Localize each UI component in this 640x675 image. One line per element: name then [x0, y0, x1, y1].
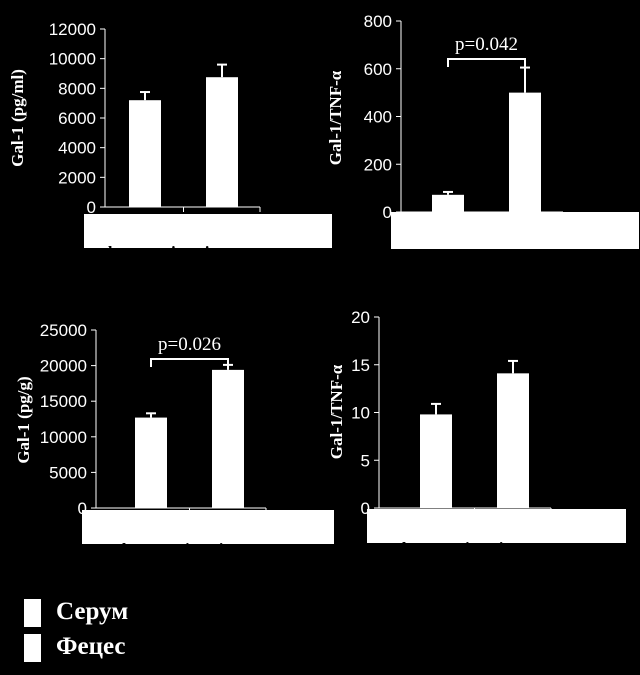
y-axis-title: Gal-1/TNF-α	[326, 70, 345, 165]
y-axis-title: Gal-1/TNF-α	[327, 364, 346, 459]
chart-1: 0 2000 4000 6000 8000 10000 12000 Gal-1 (pg/ml)…	[8, 20, 332, 262]
category-label-box	[82, 510, 334, 544]
x-axis-title: диференцијација	[86, 243, 218, 262]
y-tick-label: 6000	[58, 109, 96, 128]
category-label-box	[84, 214, 332, 248]
significance-bracket	[447, 58, 526, 67]
y-axis-title: Gal-1 (pg/g)	[14, 376, 33, 463]
x-axis-title: диференцијација	[395, 247, 527, 266]
y-tick-label: 0	[361, 499, 370, 518]
bar-serum	[135, 417, 167, 508]
legend-swatch-feces	[24, 634, 41, 662]
y-axis-title: Gal-1 (pg/ml)	[8, 69, 27, 167]
x-axis-title: диференцијација	[380, 539, 512, 558]
p-value-annotation: p=0.026	[158, 334, 221, 355]
y-tick-label: 20000	[40, 357, 87, 376]
chart-3: 0 5000 10000 15000 20000 25000 p=0.026 Gal-1 (p…	[14, 321, 334, 559]
significance-bracket	[150, 358, 229, 367]
y-tick-label: 15	[351, 356, 370, 375]
bar-feces	[206, 77, 238, 207]
p-value-annotation: p=0.042	[455, 34, 518, 55]
y-tick-label: 8000	[58, 79, 96, 98]
category-label-box	[367, 509, 626, 543]
category-label-box	[391, 212, 639, 249]
y-tick-label: 0	[383, 203, 392, 222]
bar-feces	[497, 373, 529, 508]
bar-serum	[432, 194, 464, 212]
y-tick-label: 800	[364, 12, 392, 31]
bar-serum	[420, 414, 452, 508]
y-tick-label: 5000	[49, 463, 87, 482]
y-tick-label: 0	[78, 499, 87, 518]
y-tick-label: 4000	[58, 139, 96, 158]
y-tick-label: 2000	[58, 168, 96, 187]
legend-label-feces: Фецес	[56, 633, 126, 660]
chart-2: 0 200 400 600 800 p=0.042 Gal-1/TNF-α диференци…	[326, 12, 639, 266]
bar-feces	[212, 369, 244, 508]
y-tick-label: 10	[351, 404, 370, 423]
y-tick-label: 25000	[40, 321, 87, 340]
y-tick-label: 600	[364, 60, 392, 79]
bar-serum	[129, 100, 161, 207]
y-tick-label: 200	[364, 155, 392, 174]
x-axis-title: диференцијација	[100, 540, 232, 559]
y-tick-label: 10000	[49, 50, 96, 69]
legend-label-serum: Серум	[56, 598, 129, 625]
y-tick-label: 12000	[49, 20, 96, 39]
y-tick-label: 400	[364, 108, 392, 127]
y-tick-label: 0	[87, 198, 96, 217]
y-tick-label: 20	[351, 308, 370, 327]
legend-swatch-serum	[24, 599, 41, 627]
y-tick-label: 10000	[40, 428, 87, 447]
chart-4: 0 5 10 15 20 Gal-1/TNF-α диференцијација	[327, 308, 626, 558]
bar-feces	[509, 92, 541, 212]
y-tick-label: 15000	[40, 392, 87, 411]
y-tick-label: 5	[361, 451, 370, 470]
